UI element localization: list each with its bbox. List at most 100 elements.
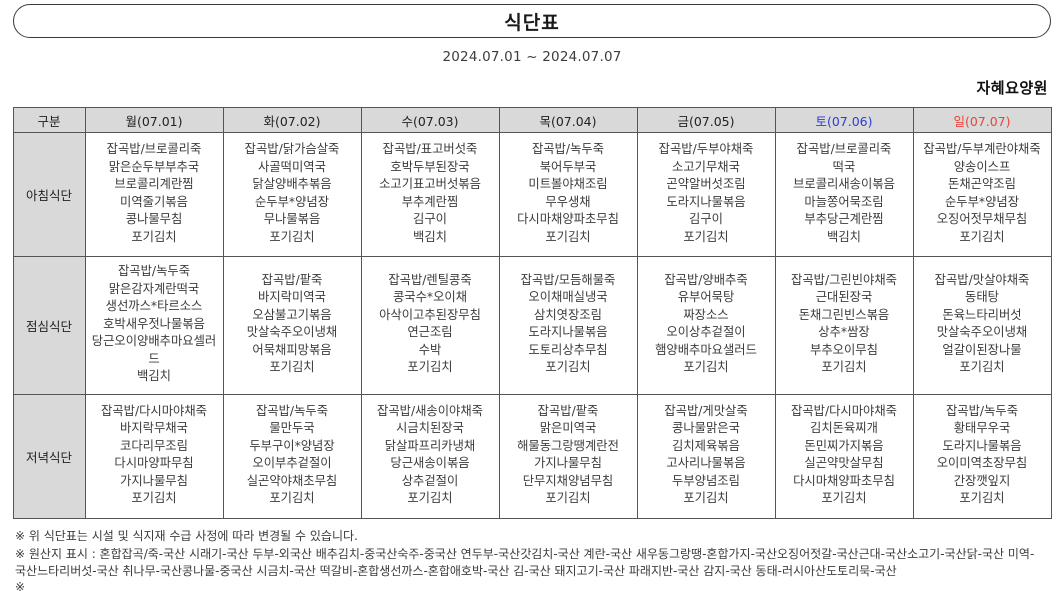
dish-item: 곤약알버섯조림 — [666, 177, 746, 191]
dish-item: 생선까스*타르소스 — [105, 299, 203, 313]
dish-list: 잡곡밥/두부야채죽 소고기무채국 곤약알버섯조림 도라지나물볶음 김구이 포기김치 — [641, 141, 772, 246]
dish-item: 백김치 — [827, 229, 861, 244]
dish-item: 연근조림 — [407, 325, 453, 340]
dish-item: 호박두부된장국 — [390, 159, 470, 174]
dish-item: 잡곡밥/새송이야채죽 — [377, 403, 483, 418]
dish-item: 상추*쌈장 — [818, 325, 870, 340]
dish-item: 물만두국 — [269, 421, 315, 435]
dish-item: 포기김치 — [683, 491, 729, 505]
header-cell-sat: 토(07.06) — [774, 107, 914, 133]
dish-item: 호박새우젓나물볶음 — [103, 316, 205, 331]
meal-cell-breakfast-sun: 잡곡밥/두부계란야채죽 양송이스프 돈채곤약조림 순두부*양념장 오징어젓무채무침 포기김… — [912, 132, 1052, 257]
meal-cell-lunch-thu: 잡곡밥/모듬해물죽 오이채매실냉국 삼치엿장조림 도라지나물볶음 도토리상추무침 포기김치 — [498, 256, 638, 395]
dish-item: 다시마채양파초무침 — [517, 212, 619, 226]
dish-list: 잡곡밥/렌틸콩죽 콩국수*오이채 아삭이고추된장무침 연근조림 수박 포기김치 — [365, 272, 496, 377]
dish-item: 얼갈이된장나물 — [942, 342, 1022, 357]
dish-item: 오징어젓무채무침 — [936, 212, 1028, 226]
dish-item: 부추계란찜 — [401, 194, 459, 209]
dish-item: 미트볼야채조림 — [528, 177, 608, 191]
dish-item: 백김치 — [137, 369, 171, 383]
dish-item: 소고기무채국 — [672, 159, 740, 174]
dish-item: 가지나물무침 — [534, 456, 602, 470]
page-title-pill: 식단표 — [13, 4, 1051, 38]
dish-item: 콩국수*오이채 — [392, 290, 468, 305]
dish-item: 가지나물무침 — [120, 473, 188, 488]
dish-item: 짜장소스 — [683, 307, 729, 322]
dish-item: 다시마채양파초무침 — [793, 473, 895, 488]
dish-item: 실곤약맛살무침 — [804, 456, 884, 470]
meal-cell-lunch-fri: 잡곡밥/양배추죽 유부어묵탕 짜장소스 오이상추겉절이 햄양배추마요샐러드 포기김치 — [636, 256, 776, 395]
dish-item: 잡곡밥/녹두죽 — [117, 264, 191, 278]
dish-item: 오이부추겉절이 — [252, 456, 332, 470]
dish-item: 포기김치 — [545, 491, 591, 505]
dish-item: 포기김치 — [683, 229, 729, 244]
dish-item: 코다리무조림 — [120, 438, 188, 453]
dish-item: 부추당근계란찜 — [804, 212, 884, 226]
table-header: 구분 월(07.01) 화(07.02) 수(07.03) 목(07.04) 금… — [12, 107, 1052, 133]
table-body: 아침식단 잡곡밥/브로콜리죽 맑은순두부부추국 브로콜리계란찜 미역줄기볶음 콩나물무침 포… — [12, 132, 1052, 519]
dish-list: 잡곡밥/표고버섯죽 호박두부된장국 소고기표고버섯볶음 부추계란찜 김구이 백김치 — [365, 141, 496, 246]
date-range: 2024.07.01 ~ 2024.07.07 — [442, 49, 622, 65]
dish-item: 어묵채피망볶음 — [252, 342, 332, 357]
meal-cell-lunch-tue: 잡곡밥/팥죽 바지락미역국 오삼불고기볶음 맛살숙주오이냉채 어묵채피망볶음 포기김치 — [222, 256, 362, 395]
dish-item: 포기김치 — [131, 491, 177, 505]
dish-item: 상추겉절이 — [401, 473, 459, 488]
dish-item: 잡곡밥/모듬해물죽 — [520, 272, 616, 287]
dish-item: 잡곡밥/팥죽 — [261, 272, 323, 287]
dish-item: 맑은미역국 — [539, 421, 597, 435]
dish-item: 순두부*양념장 — [944, 194, 1020, 209]
dish-item: 유부어묵탕 — [677, 290, 735, 305]
dish-item: 김치제육볶음 — [672, 438, 740, 453]
dish-item: 돈육느타리버섯 — [942, 307, 1022, 322]
dish-item: 포기김치 — [131, 229, 177, 244]
dish-item: 돈채그린빈스볶음 — [798, 307, 890, 322]
dish-item: 고사리나물볶음 — [666, 456, 746, 470]
footnote-change-notice: ※ 위 식단표는 시설 및 식지재 수급 사정에 따라 변경될 수 있습니다. — [15, 528, 358, 543]
dish-item: 잡곡밥/녹두죽 — [945, 403, 1019, 418]
dish-item: 포기김치 — [545, 360, 591, 375]
meal-cell-lunch-wed: 잡곡밥/렌틸콩죽 콩국수*오이채 아삭이고추된장무침 연근조림 수박 포기김치 — [360, 256, 500, 395]
header-cell-label: 구분 — [12, 107, 86, 133]
dish-list: 잡곡밥/브로콜리죽 맑은순두부부추국 브로콜리계란찜 미역줄기볶음 콩나물무침 포기김치 — [89, 141, 220, 246]
dish-item: 무우생채 — [545, 194, 591, 209]
dish-list: 잡곡밥/양배추죽 유부어묵탕 짜장소스 오이상추겉절이 햄양배추마요샐러드 포기김치 — [641, 272, 772, 377]
header-cell-fri: 금(07.05) — [636, 107, 776, 133]
dish-item: 소고기표고버섯볶음 — [379, 177, 481, 191]
dish-item: 오이채매실냉국 — [528, 290, 608, 305]
dish-item: 황태무우국 — [953, 421, 1011, 435]
meal-cell-breakfast-wed: 잡곡밥/표고버섯죽 호박두부된장국 소고기표고버섯볶음 부추계란찜 김구이 백김치 — [360, 132, 500, 257]
dish-item: 잡곡밥/두부계란야채죽 — [923, 142, 1041, 156]
footnote-trailing-marker: ※ — [15, 580, 26, 594]
dish-item: 잡곡밥/두부야채죽 — [658, 142, 754, 156]
dish-item: 해물동그랑땡계란전 — [517, 438, 619, 453]
dish-item: 바지락미역국 — [258, 290, 326, 305]
meal-cell-breakfast-sat: 잡곡밥/브로콜리죽 떡국 브로콜리새송이볶음 마늘쫑어묵조림 부추당근계란찜 백김치 — [774, 132, 914, 257]
dish-list: 잡곡밥/두부계란야채죽 양송이스프 돈채곤약조림 순두부*양념장 오징어젓무채무침 포기김… — [917, 141, 1048, 246]
dish-item: 잡곡밥/양배추죽 — [664, 272, 748, 287]
dish-item: 백김치 — [413, 229, 447, 244]
meal-cell-dinner-tue: 잡곡밥/녹두죽 물만두국 두부구이*양념장 오이부추겉절이 실곤약야채초무침 포기김치 — [222, 393, 362, 519]
dish-item: 미역줄기볶음 — [120, 194, 188, 209]
meal-cell-dinner-fri: 잡곡밥/게맛살죽 콩나물맑은국 김치제육볶음 고사리나물볶음 두부양념조림 포기김치 — [636, 393, 776, 519]
dish-item: 도토리상추무침 — [528, 342, 608, 357]
dish-item: 다시마양파무침 — [114, 456, 194, 470]
dish-item: 포기김치 — [269, 229, 315, 244]
table-row-dinner: 저녁식단 잡곡밥/다시마야채죽 바지락무채국 코다리무조림 다시마양파무침 가지나물무침 포… — [12, 393, 1052, 519]
dish-item: 단무지채양념무침 — [522, 473, 614, 488]
dish-item: 잡곡밥/다시마야채죽 — [791, 403, 897, 418]
dish-item: 포기김치 — [407, 491, 453, 505]
dish-list: 잡곡밥/다시마야채죽 바지락무채국 코다리무조림 다시마양파무침 가지나물무침 포기김치 — [89, 403, 220, 508]
dish-item: 돈채곤약조림 — [948, 177, 1016, 191]
dish-item: 포기김치 — [821, 491, 867, 505]
dish-item: 도라지나물볶음 — [942, 438, 1022, 453]
dish-item: 무나물볶음 — [263, 212, 321, 226]
dish-item: 김구이 — [689, 212, 723, 226]
dish-list: 잡곡밥/그린빈야채죽 근대된장국 돈채그린빈스볶음 상추*쌈장 부추오이무침 포기김치 — [779, 272, 910, 377]
dish-list: 잡곡밥/팥죽 맑은미역국 해물동그랑땡계란전 가지나물무침 단무지채양념무침 포기김치 — [503, 403, 634, 508]
dish-item: 북어두부국 — [539, 159, 597, 174]
dish-item: 콩나물무침 — [125, 212, 183, 226]
dish-item: 포기김치 — [959, 229, 1005, 244]
dish-item: 삼치엿장조림 — [534, 307, 602, 322]
dish-item: 브로콜리새송이볶음 — [793, 177, 895, 191]
meal-plan-page: 식단표 2024.07.01 ~ 2024.07.07 자혜요양원 구분 월(0… — [0, 4, 1064, 594]
